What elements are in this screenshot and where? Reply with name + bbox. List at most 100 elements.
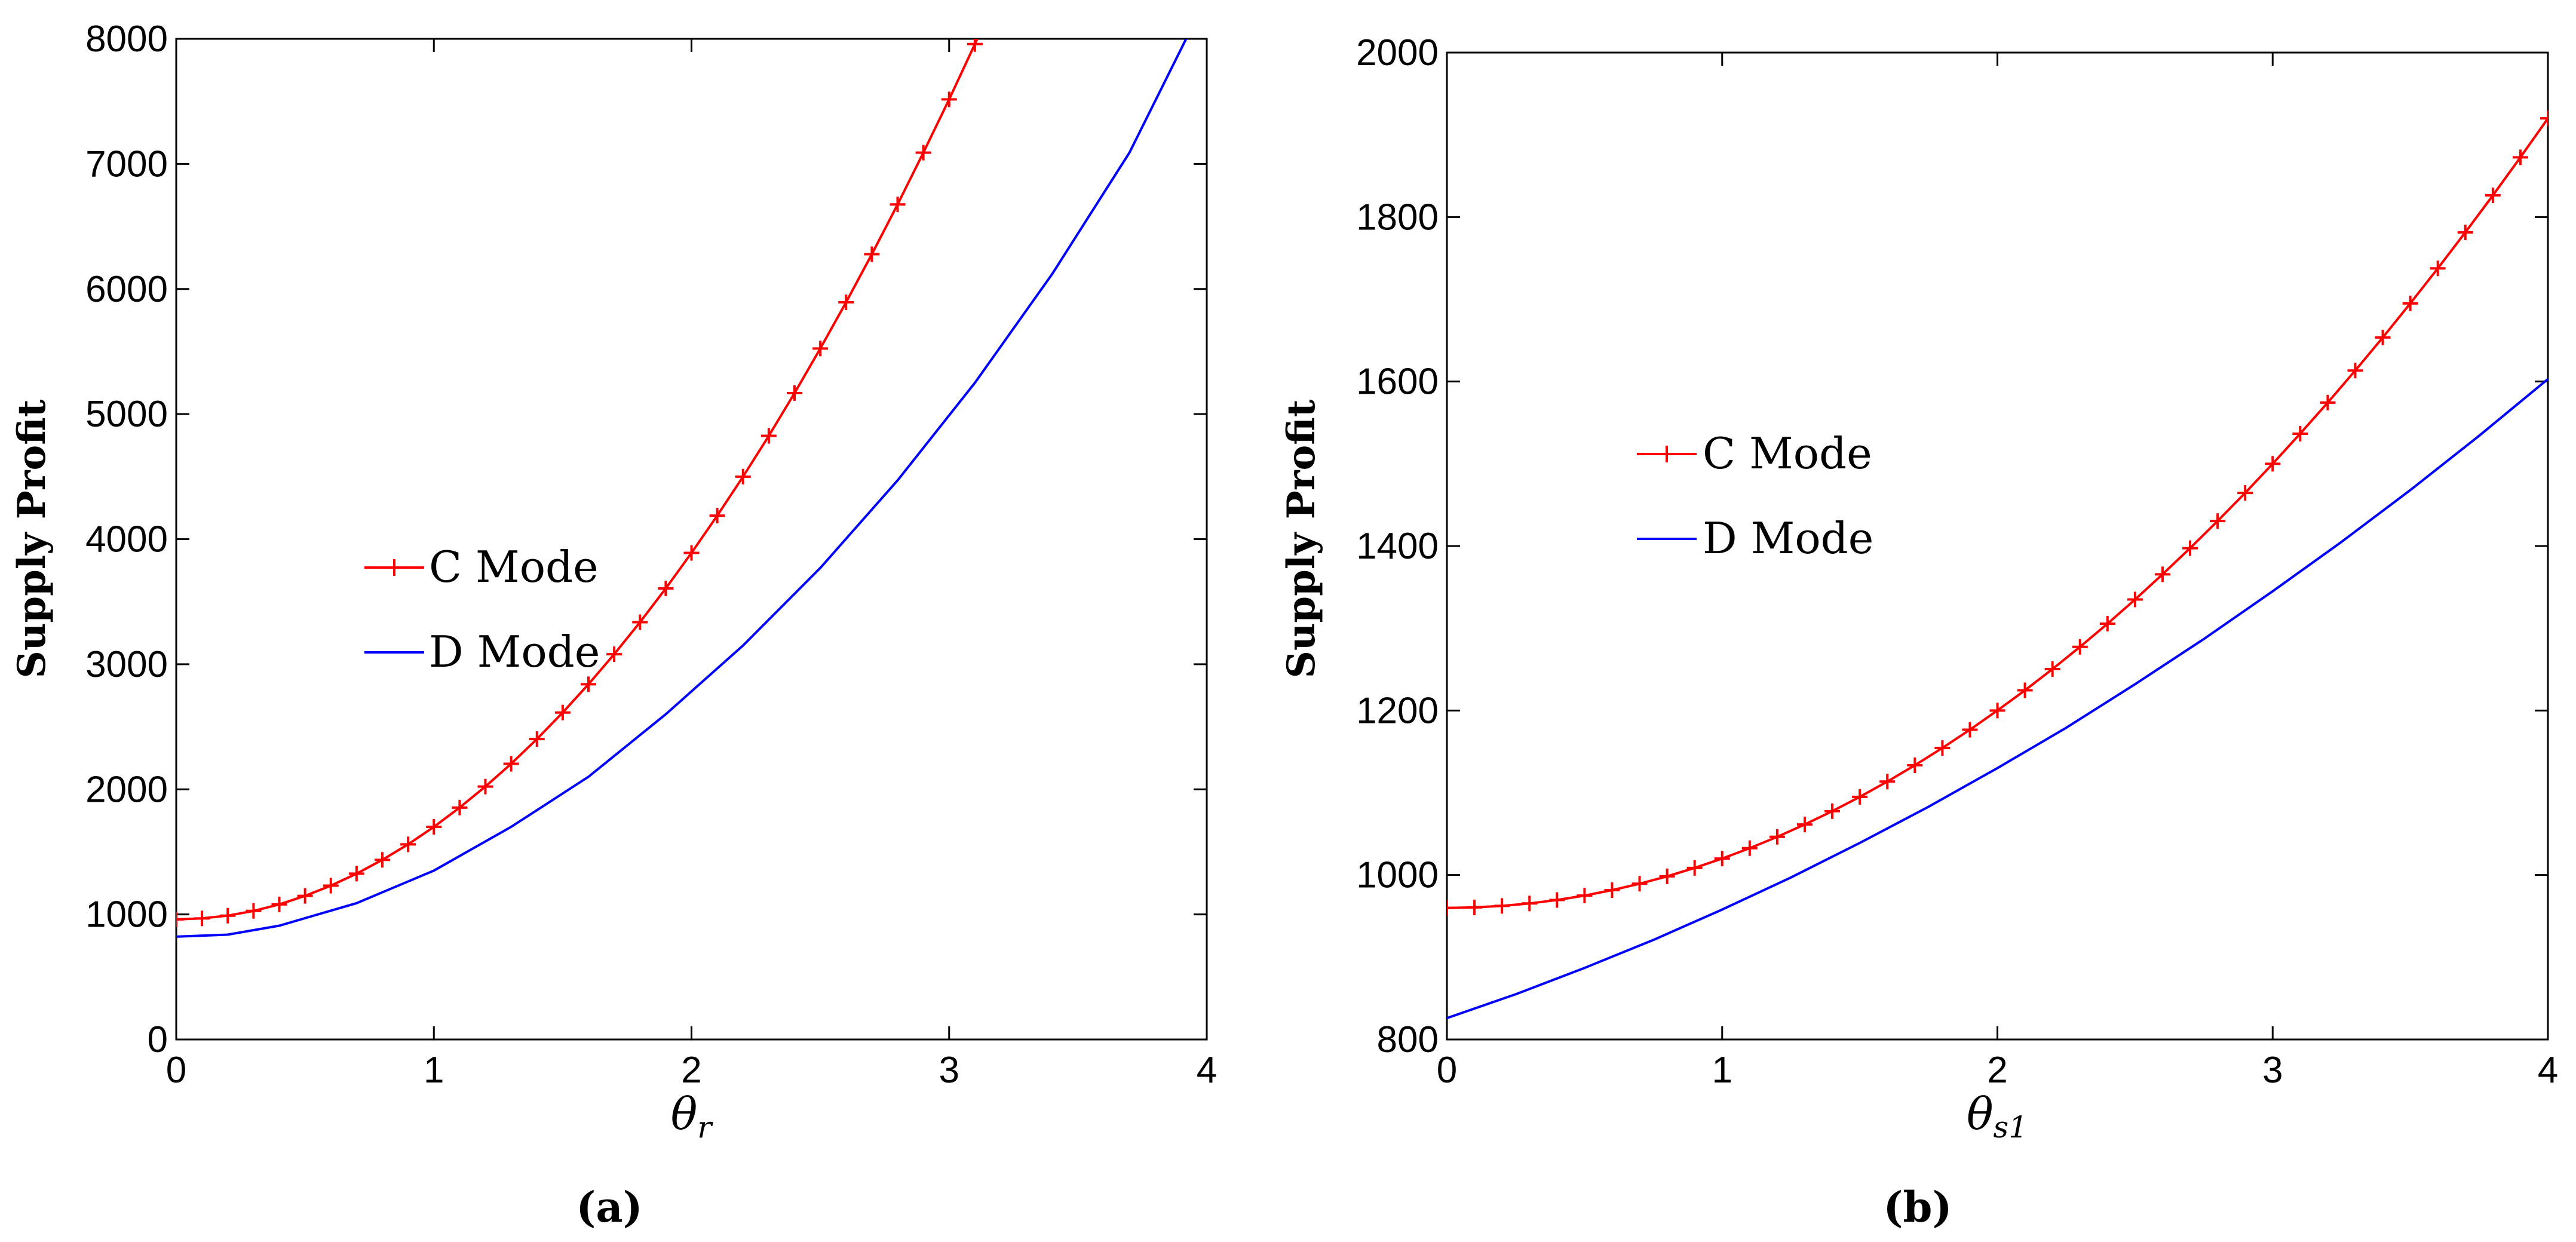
data-point-c-mode (477, 778, 493, 795)
y-tick-label: 0 (148, 1019, 168, 1060)
data-point-c-mode (1852, 789, 1868, 805)
caption-letter-a: a (596, 1182, 622, 1232)
x-tick-label: 0 (1437, 1050, 1457, 1091)
data-point-c-mode (1824, 803, 1841, 819)
data-point-c-mode (1686, 860, 1703, 876)
data-point-c-mode (1467, 899, 1483, 915)
chart-panel-b: 800 1000 1200 1400 1600 1800 2000 0 1 2 3 4 C Mode… (1279, 32, 2558, 1232)
data-point-c-mode (1604, 882, 1620, 898)
data-point-c-mode (176, 912, 184, 927)
x-tick-label: 2 (681, 1050, 701, 1091)
data-point-c-mode (2099, 615, 2115, 631)
data-point-c-mode (1714, 851, 1730, 867)
data-point-c-mode (452, 799, 468, 815)
series-group-b (1447, 111, 2548, 1020)
data-point-c-mode (2485, 187, 2501, 203)
plot-area-a (175, 38, 1208, 1041)
data-point-c-mode (581, 676, 596, 692)
data-point-c-mode (529, 731, 545, 747)
data-point-c-mode (297, 888, 313, 904)
legend-d-mode-label-b: D Mode (1703, 513, 1873, 563)
data-point-c-mode (554, 704, 571, 720)
data-point-c-mode (2210, 513, 2226, 529)
x-axis-label-b: θs1 (1967, 1088, 2028, 1145)
y-tick-label: 2000 (85, 769, 168, 810)
data-point-c-mode (1741, 840, 1758, 856)
data-point-c-mode (1989, 703, 2005, 719)
data-point-c-mode (2540, 111, 2548, 127)
x-tick-label: 3 (2262, 1050, 2283, 1091)
data-point-c-mode (658, 580, 674, 596)
legend-b: C Mode D Mode (1637, 428, 1873, 563)
y-tick-label: 6000 (85, 269, 168, 310)
data-point-c-mode (503, 756, 519, 772)
data-point-c-mode (2237, 485, 2253, 501)
y-tick-label: 8000 (85, 19, 168, 60)
data-point-c-mode (683, 545, 700, 561)
data-point-c-mode (271, 896, 287, 912)
data-point-c-mode (760, 428, 777, 444)
data-point-c-mode (1907, 758, 1923, 774)
data-point-c-mode (1577, 888, 1593, 904)
data-point-c-mode (1494, 898, 1510, 914)
caption-letter-b: b (1903, 1182, 1933, 1232)
data-point-c-mode (864, 246, 880, 262)
data-point-c-mode (2375, 329, 2391, 345)
series-line-d-mode (1447, 378, 2548, 1020)
data-point-c-mode (2457, 224, 2473, 240)
legend-c-mode-marker-a (386, 559, 403, 576)
series-group-a (176, 39, 1188, 938)
data-point-c-mode (735, 468, 751, 484)
x-tick-label: 1 (1712, 1050, 1732, 1091)
x-tick-label: 4 (2538, 1050, 2558, 1091)
x-axis-label-base-a: θ (671, 1088, 698, 1140)
y-ticks-a: 0 1000 2000 3000 4000 5000 6000 7000 8000 (85, 19, 1207, 1060)
data-point-c-mode (787, 385, 802, 401)
data-point-c-mode (1879, 774, 1896, 790)
legend-c-mode-label-b: C Mode (1703, 428, 1872, 479)
data-point-c-mode (967, 39, 983, 52)
data-point-c-mode (2402, 295, 2418, 311)
x-ticks-a: 0 1 2 3 4 (166, 39, 1217, 1091)
y-tick-label: 2000 (1356, 32, 1439, 73)
caption-b: (b) (1883, 1182, 1952, 1232)
data-point-c-mode (220, 907, 236, 924)
data-point-c-mode (2265, 456, 2281, 472)
data-point-c-mode (606, 646, 622, 663)
data-point-c-mode (2072, 639, 2088, 655)
data-point-c-mode (2512, 149, 2528, 165)
data-point-c-mode (838, 294, 854, 310)
data-point-c-mode (2347, 363, 2363, 379)
data-point-c-mode (426, 819, 442, 835)
data-point-c-mode (1659, 868, 1675, 884)
x-tick-label: 4 (1197, 1050, 1217, 1091)
data-point-c-mode (2017, 682, 2033, 698)
y-tick-label: 7000 (85, 143, 168, 185)
caption-a: (a) (576, 1182, 643, 1232)
data-point-c-mode (323, 878, 339, 894)
plot-area-b (1446, 51, 2549, 1041)
data-point-c-mode (2292, 425, 2308, 441)
x-tick-label: 0 (166, 1050, 186, 1091)
legend-a: C Mode D Mode (364, 542, 600, 677)
data-point-c-mode (1962, 722, 1978, 738)
data-point-c-mode (2430, 260, 2446, 277)
data-point-c-mode (632, 614, 648, 630)
data-point-c-mode (375, 852, 390, 868)
data-point-c-mode (1549, 892, 1565, 908)
y-tick-label: 1200 (1356, 690, 1439, 731)
series-line-d-mode (176, 39, 1188, 938)
data-point-c-mode (915, 145, 931, 161)
x-tick-label: 2 (1987, 1050, 2007, 1091)
y-tick-label: 5000 (85, 394, 168, 435)
data-point-c-mode (709, 508, 725, 524)
y-tick-label: 4000 (85, 519, 168, 560)
data-point-c-mode (1769, 829, 1785, 845)
data-point-c-mode (2127, 591, 2143, 608)
y-tick-label: 1000 (85, 894, 168, 936)
x-axis-label-sub-b: s1 (1994, 1110, 2028, 1145)
x-axis-label-sub-a: r (697, 1110, 713, 1145)
data-point-c-mode (812, 341, 829, 357)
legend-c-mode-label-a: C Mode (429, 542, 599, 592)
